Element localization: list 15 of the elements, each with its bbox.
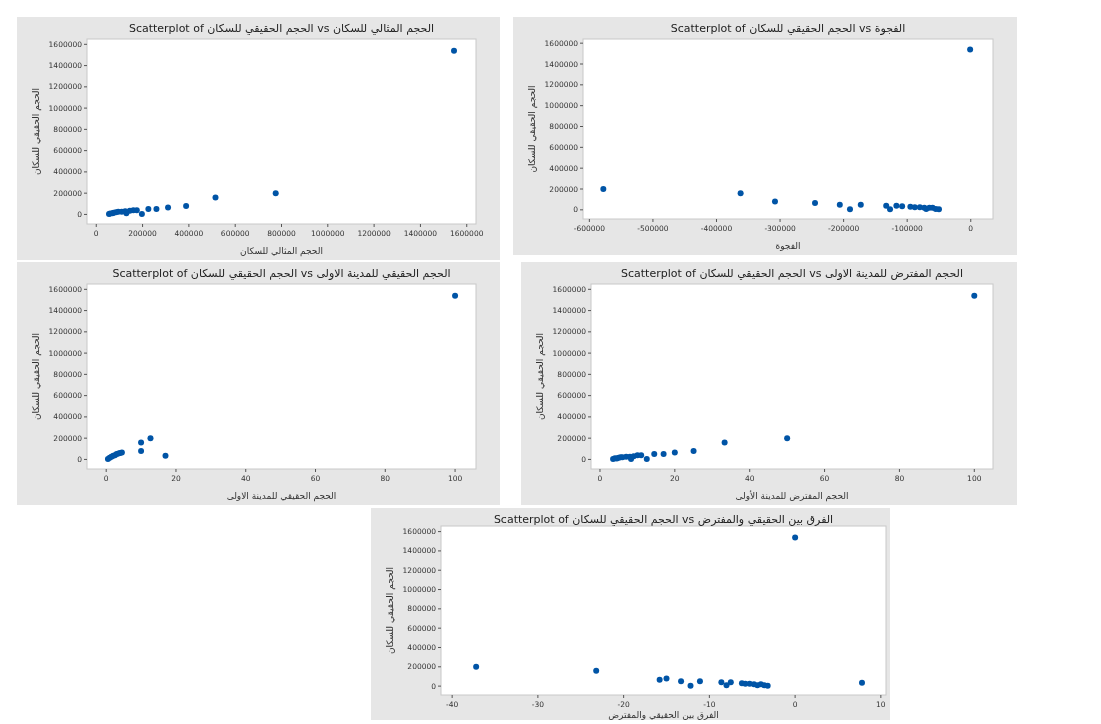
y-axis-title: الحجم الحقيقي للسكان <box>385 566 396 655</box>
y-axis-title: الحجم الحقيقي للسكان <box>31 87 42 176</box>
x-axis-title: الحجم المفترض للمدينة الأولى <box>735 490 849 502</box>
x-axis-title: الفرق بين الحقيقي والمفترض <box>608 710 719 720</box>
chart-title: Scatterplot of الحجم الحقيقي للسكان vs الحجم الحقيقي للمدينة الاولى <box>112 267 451 280</box>
y-axis-title: الحجم الحقيقي للسكان <box>527 85 538 173</box>
x-axis-title: الحجم المثالي للسكان <box>240 246 323 257</box>
x-axis-title: الفجوة <box>775 241 801 251</box>
y-axis-title: الحجم الحقيقي للسكان <box>535 332 546 421</box>
chart-title: Scatterplot of الحجم الحقيقي للسكان vs الفجوة <box>670 22 906 35</box>
chart-title: Scatterplot of الحجم الحقيقي للسكان vs الحجم المثالي للسكان <box>128 22 435 35</box>
chart-title: Scatterplot of الحجم الحقيقي للسكان vs الفرق بين الحقيقي والمفترض <box>493 513 834 526</box>
chart-title: Scatterplot of الحجم الحقيقي للسكان vs الحجم المفترض للمدينة الاولى <box>621 267 963 280</box>
x-axis-title: الحجم الحقيقي للمدينة الاولى <box>226 491 337 502</box>
y-axis-title: الحجم الحقيقي للسكان <box>31 332 42 421</box>
